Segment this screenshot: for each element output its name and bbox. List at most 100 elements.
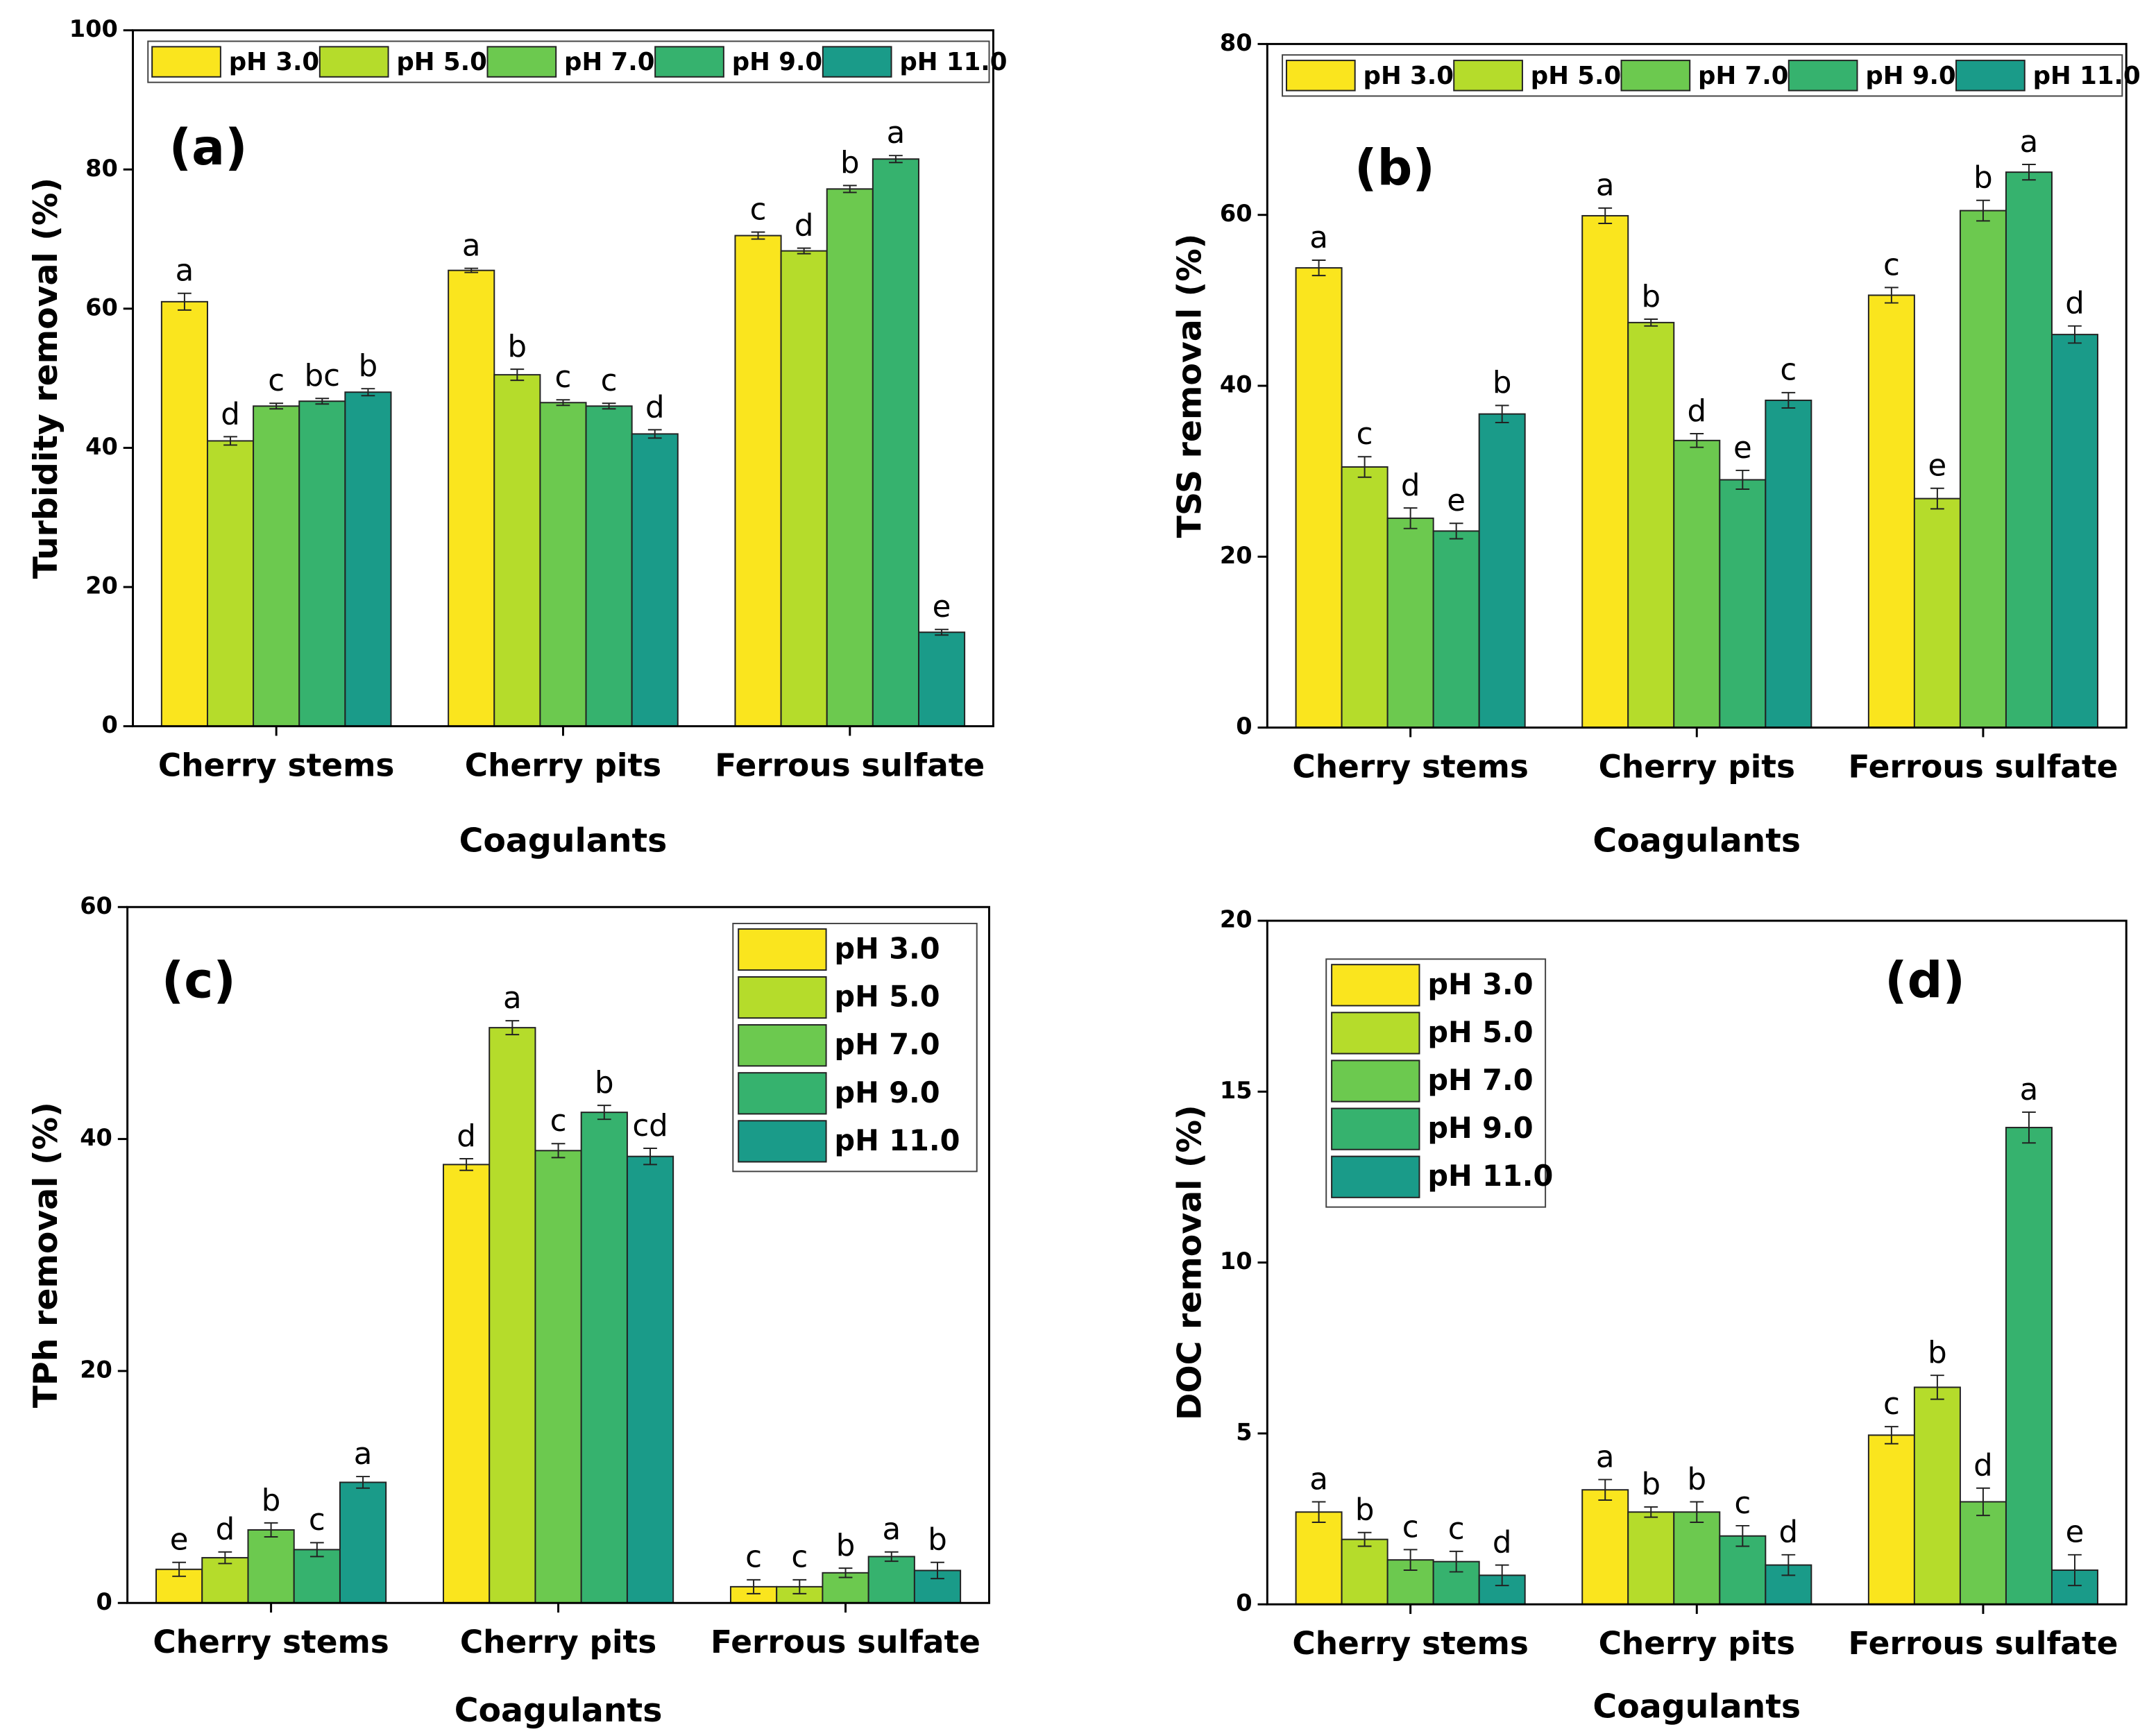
- y-axis-title: TSS removal (%): [1171, 234, 1209, 538]
- bar-letter: a: [2020, 125, 2039, 160]
- bar-letter: a: [1596, 1440, 1615, 1474]
- error-bar: [1598, 1479, 1613, 1501]
- bar-letter: a: [1309, 221, 1328, 255]
- bar: [626, 1155, 674, 1604]
- error-bar: [510, 368, 525, 382]
- legend-swatch: [1331, 964, 1420, 1007]
- bar: [339, 1481, 387, 1604]
- bar-letter: d: [645, 390, 665, 425]
- bar-letter: c: [1883, 1387, 1900, 1422]
- legend-label: pH 3.0: [229, 48, 319, 76]
- bar-letter: c: [1402, 1510, 1419, 1544]
- y-tick-label: 60: [80, 892, 112, 919]
- error-bar: [935, 629, 949, 636]
- error-bar: [1930, 487, 1944, 510]
- error-bar: [1976, 1487, 1990, 1517]
- bar-letter: a: [887, 116, 906, 151]
- y-tick-label: 5: [1236, 1418, 1252, 1445]
- bar-letter: b: [1493, 366, 1512, 400]
- bar: [1295, 267, 1343, 729]
- bar: [493, 374, 541, 727]
- y-tick-label: 40: [85, 433, 118, 460]
- bar: [1719, 479, 1767, 729]
- legend-swatch: [654, 46, 724, 78]
- error-bar: [1357, 1531, 1372, 1547]
- x-tick-label: Cherry pits: [1599, 1625, 1795, 1662]
- legend: pH 3.0 pH 5.0 pH 7.0 pH 9.0 pH 11.0: [732, 922, 978, 1173]
- bar: [1627, 321, 1675, 729]
- error-bar: [1495, 1564, 1509, 1587]
- bar-letter: e: [2066, 1515, 2084, 1550]
- bar: [2005, 171, 2053, 729]
- legend-label: pH 7.0: [564, 48, 654, 76]
- legend-label: pH 9.0: [732, 48, 822, 76]
- bar: [298, 400, 346, 727]
- bar: [1867, 1434, 1915, 1606]
- x-tick-label: Cherry stems: [153, 1624, 389, 1660]
- bar: [1673, 439, 1721, 729]
- bar-letter: c: [601, 364, 618, 398]
- bar: [160, 300, 208, 727]
- bar-letter: a: [2020, 1073, 2039, 1107]
- error-bar: [269, 402, 284, 410]
- legend-swatch: [1787, 60, 1858, 92]
- bar: [344, 391, 392, 727]
- x-axis-title: Coagulants: [455, 1692, 663, 1730]
- error-bar: [178, 292, 192, 311]
- bar: [1959, 1501, 2007, 1606]
- x-tick-label: Cherry pits: [1599, 748, 1795, 785]
- x-axis-title: Coagulants: [1593, 1687, 1801, 1726]
- legend-label: pH 5.0: [396, 48, 486, 76]
- error-bar: [1598, 207, 1613, 225]
- x-axis-title: Coagulants: [459, 822, 668, 860]
- bar: [1719, 1535, 1767, 1606]
- legend-swatch: [1453, 60, 1523, 92]
- bar: [826, 188, 874, 727]
- legend-label: pH 3.0: [834, 932, 940, 965]
- bar-letter: b: [359, 349, 378, 384]
- y-tick-label: 20: [1220, 906, 1252, 933]
- y-tick-label: 20: [1220, 542, 1252, 569]
- legend-swatch: [822, 46, 892, 78]
- legend-label: pH 3.0: [1427, 968, 1533, 1001]
- x-tick-label: Ferrous sulfate: [1848, 1625, 2118, 1662]
- legend-swatch: [738, 976, 827, 1019]
- bar: [1341, 1538, 1389, 1606]
- legend-swatch: [738, 1072, 827, 1115]
- bar: [489, 1027, 536, 1604]
- bar-letter: c: [555, 360, 572, 395]
- error-bar: [747, 1578, 761, 1594]
- bar-letter: e: [933, 590, 951, 624]
- x-tick-label: Ferrous sulfate: [715, 747, 985, 783]
- error-bar: [1976, 199, 1990, 222]
- legend-label: pH 7.0: [834, 1028, 940, 1062]
- error-bar: [889, 155, 903, 164]
- bar: [867, 1556, 915, 1604]
- x-tick-label: Cherry stems: [1292, 748, 1529, 785]
- error-bar: [1495, 405, 1509, 423]
- y-tick-label: 0: [96, 1588, 112, 1615]
- error-bar: [1930, 1375, 1944, 1400]
- error-bar: [1735, 469, 1750, 491]
- bar-letter: a: [503, 981, 522, 1016]
- x-tick-label: Cherry pits: [465, 747, 661, 783]
- error-bar: [309, 1542, 324, 1558]
- bar: [1295, 1511, 1343, 1606]
- error-bar: [1449, 1550, 1463, 1573]
- error-bar: [1644, 1506, 1658, 1518]
- bar: [1627, 1511, 1675, 1606]
- y-tick-label: 0: [101, 711, 117, 738]
- bar-letter: b: [1355, 1493, 1375, 1528]
- legend-label: pH 11.0: [2033, 62, 2140, 90]
- bar: [206, 440, 255, 727]
- error-bar: [1781, 391, 1796, 409]
- bar-letter: d: [795, 208, 814, 243]
- error-bar: [1885, 287, 1899, 304]
- bar-letter: e: [1928, 449, 1947, 484]
- bar: [1581, 1489, 1629, 1606]
- bar-letter: b: [1641, 280, 1661, 314]
- bar: [201, 1557, 249, 1604]
- error-bar: [597, 1105, 611, 1121]
- bar-letter: d: [1493, 1525, 1512, 1560]
- bar: [2050, 334, 2098, 729]
